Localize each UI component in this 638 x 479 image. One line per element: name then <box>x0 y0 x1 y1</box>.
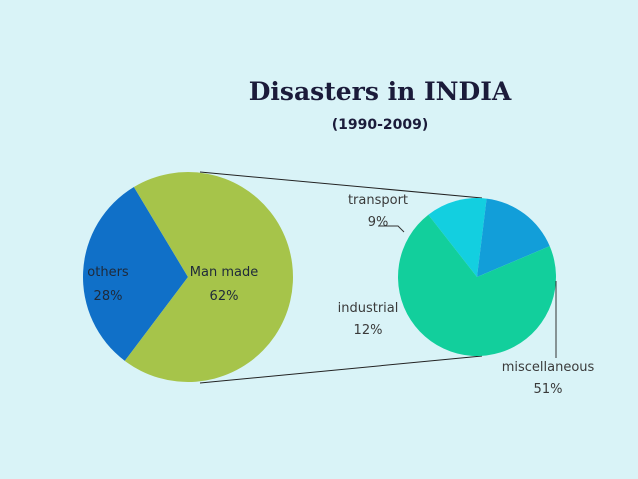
industrial-value-label: 12% <box>354 323 383 338</box>
transport-slice <box>428 198 487 277</box>
miscellaneous-category-label: miscellaneous <box>502 360 595 375</box>
connector-line-top <box>199 171 483 199</box>
miscellaneous-value-label: 51% <box>534 382 563 397</box>
transport-category-label: transport <box>348 193 408 208</box>
others-slice <box>82 187 188 361</box>
others-value-label: 28% <box>94 289 123 304</box>
transport-leader-line <box>378 225 405 233</box>
man-made-slice <box>124 172 293 383</box>
chart-subtitle: (1990-2009) <box>332 117 429 133</box>
industrial-category-label: industrial <box>338 301 399 316</box>
others-category-label: others <box>87 265 129 280</box>
connector-line-bottom <box>199 355 483 384</box>
man-made-category-label: Man made <box>190 265 258 280</box>
sub-pie <box>398 198 557 356</box>
miscellaneous-slice <box>398 214 557 356</box>
chart-title: Disasters in INDIA <box>249 77 512 106</box>
transport-value-label: 9% <box>368 215 389 230</box>
main-pie <box>82 172 293 383</box>
industrial-slice <box>477 198 550 277</box>
man-made-value-label: 62% <box>210 289 239 304</box>
